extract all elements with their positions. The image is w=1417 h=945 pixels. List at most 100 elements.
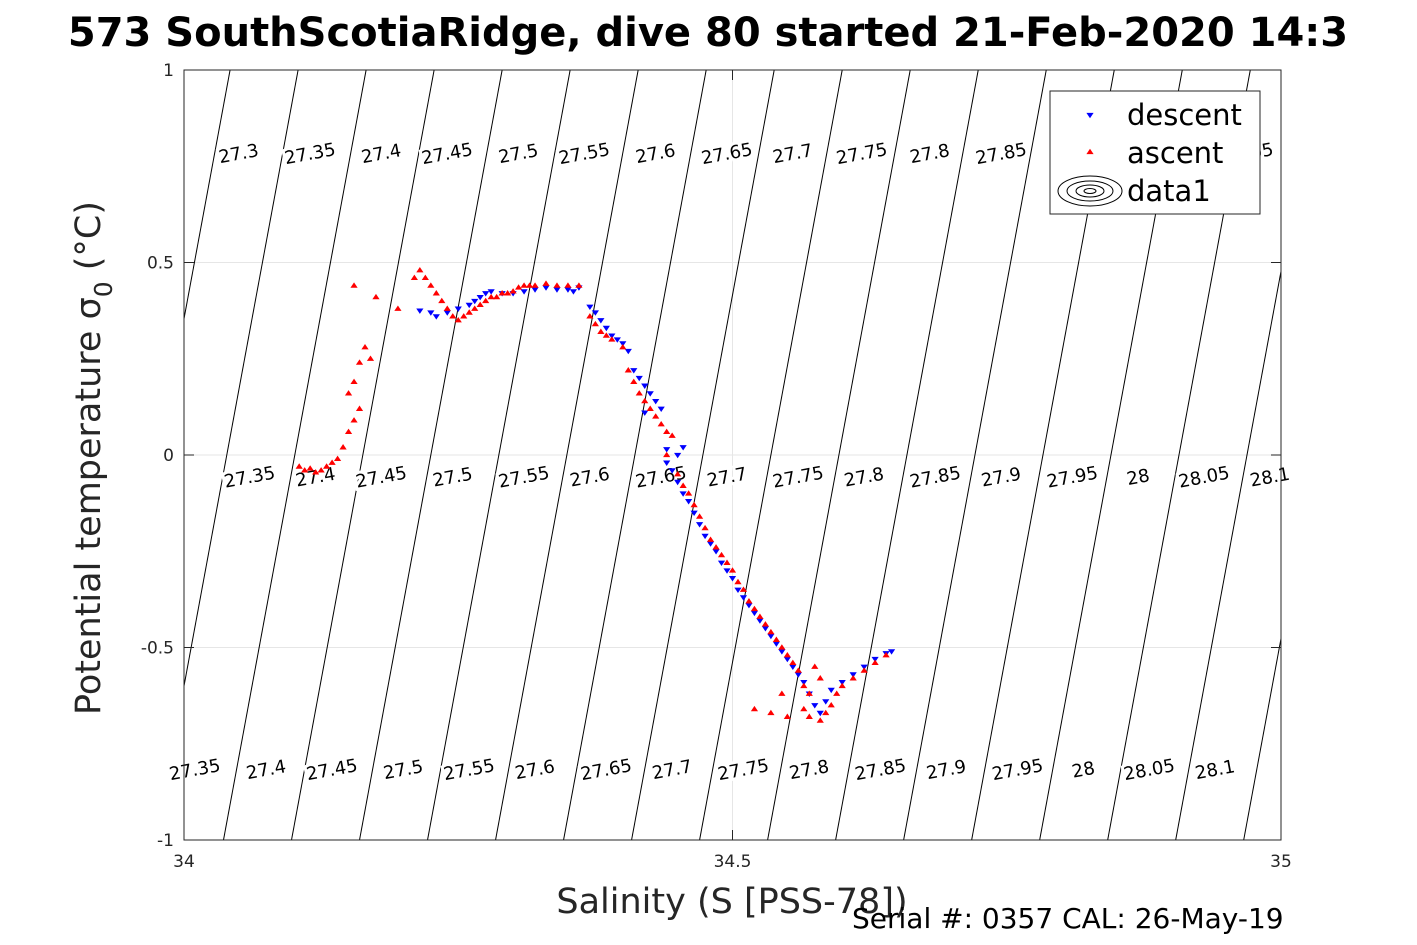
descent-point: [756, 618, 764, 624]
ascent-point: [668, 432, 676, 438]
ascent-point: [783, 713, 791, 719]
ascent-point: [750, 705, 759, 712]
ascent-point: [800, 705, 808, 712]
descent-point: [674, 452, 682, 459]
y-axis-label: Potential temperature σ0 (°C): [69, 201, 118, 715]
descent-point: [471, 298, 479, 305]
ascent-point: [723, 559, 731, 565]
ascent-point: [372, 293, 380, 300]
descent-point: [635, 375, 643, 382]
descent-point: [520, 289, 528, 295]
descent-point: [679, 445, 687, 451]
ascent-point: [674, 471, 682, 477]
descent-point: [794, 672, 802, 678]
ascent-point: [575, 282, 583, 288]
ascent-point: [520, 282, 528, 288]
ascent-point: [783, 651, 791, 658]
isopycnal-line: [184, 70, 231, 322]
ascent-point: [586, 313, 594, 319]
descent-point: [564, 287, 572, 293]
ascent-point: [849, 675, 857, 681]
ascent-point: [454, 317, 462, 323]
descent-point: [860, 664, 868, 670]
y-tick-label: 1: [163, 61, 174, 81]
ascent-point: [641, 397, 649, 404]
isopycnal-line: [359, 70, 503, 840]
descent-point: [531, 287, 539, 293]
descent-point: [685, 499, 693, 505]
descent-point: [416, 308, 424, 314]
ascent-point: [591, 320, 599, 327]
descent-point: [454, 306, 462, 312]
ascent-point: [663, 451, 671, 458]
legend-ascent-label: ascent: [1127, 136, 1223, 170]
y-axis-ticks: 1 0.5 0 -0.5 -1: [141, 61, 1281, 851]
ascent-point: [663, 428, 671, 435]
descent-point: [443, 310, 451, 316]
ascent-point: [805, 713, 813, 719]
descent-point: [772, 641, 780, 647]
ascent-point: [652, 413, 660, 419]
ascent-point: [493, 293, 501, 300]
descent-point: [750, 610, 759, 617]
descent-point: [646, 391, 654, 397]
contour-label: 28: [1070, 758, 1096, 783]
ascent-point: [443, 305, 451, 311]
ascent-point: [542, 280, 550, 286]
ascent-point: [421, 274, 429, 281]
x-axis-label: Salinity (S [PSS-78]): [556, 882, 907, 922]
ascent-point: [323, 463, 331, 469]
isopycnal-line: [427, 70, 571, 840]
ascent-point: [312, 469, 320, 475]
descent-point: [761, 626, 770, 632]
ascent-point: [597, 328, 605, 334]
descent-point: [734, 587, 742, 593]
ascent-point: [514, 284, 523, 290]
y-tick-label: 0.5: [147, 254, 174, 274]
descent-point: [767, 633, 775, 640]
ascent-point: [344, 428, 353, 435]
descent-point: [569, 289, 578, 295]
descent-point: [723, 568, 731, 574]
descent-point: [586, 304, 594, 311]
ascent-point: [509, 288, 517, 294]
descent-point: [706, 541, 715, 547]
descent-point: [663, 460, 671, 466]
y-tick-label: 0: [163, 446, 174, 466]
descent-point: [608, 333, 616, 339]
ascent-point: [778, 644, 786, 650]
descent-point: [728, 576, 737, 582]
ascent-point: [811, 663, 819, 669]
ascent-point: [355, 405, 364, 411]
ascent-point: [712, 544, 720, 550]
ascent-point: [328, 459, 336, 465]
descent-point: [613, 337, 621, 343]
descent-point: [816, 710, 824, 717]
ascent-point: [553, 282, 561, 288]
descent-point: [690, 510, 698, 516]
ascent-point: [685, 490, 693, 496]
isopycnal-line: [563, 70, 707, 840]
isopycnal-line: [835, 70, 979, 840]
ascent-point: [756, 613, 764, 619]
ascent-point: [350, 378, 358, 385]
descent-point: [778, 649, 786, 655]
ascent-point: [822, 709, 830, 716]
ascent-point: [816, 717, 824, 723]
chart-title: 573 SouthScotiaRidge, dive 80 started 21…: [68, 10, 1348, 56]
ascent-point: [344, 390, 353, 396]
descent-point: [476, 294, 484, 301]
ascent-point: [717, 551, 726, 558]
ascent-point: [482, 297, 490, 304]
isopycnal-line: [495, 70, 639, 840]
ascent-point: [564, 282, 572, 288]
ascent-point: [805, 690, 813, 696]
descent-point: [822, 699, 830, 705]
descent-point: [811, 703, 819, 709]
ascent-point: [745, 598, 753, 604]
legend-descent-label: descent: [1127, 98, 1242, 132]
ascent-point: [361, 343, 369, 350]
descent-point: [432, 314, 440, 320]
ascent-point: [438, 297, 446, 304]
descent-point: [465, 302, 473, 309]
